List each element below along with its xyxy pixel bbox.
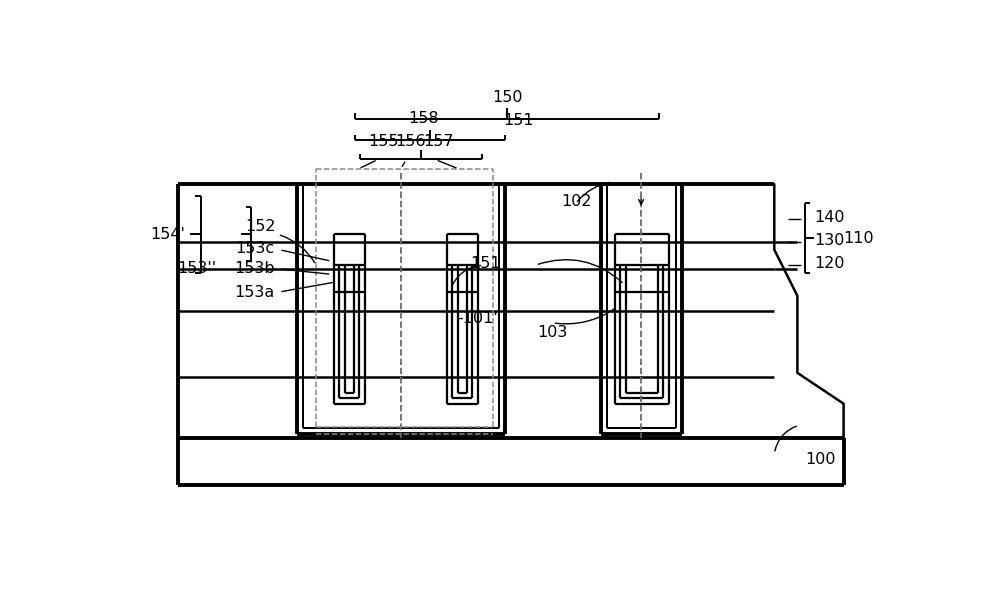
Text: 110: 110	[844, 231, 874, 246]
Text: 153c: 153c	[235, 240, 274, 256]
Text: 156: 156	[396, 134, 426, 149]
Text: 102: 102	[561, 194, 592, 210]
Text: 153b: 153b	[234, 262, 275, 276]
Text: 120: 120	[814, 256, 845, 271]
Text: -101': -101'	[457, 311, 498, 326]
Text: 158: 158	[409, 111, 439, 126]
Text: 152: 152	[245, 219, 275, 234]
Text: 153'': 153''	[177, 262, 216, 276]
Text: 154': 154'	[150, 227, 185, 242]
Text: 155: 155	[368, 134, 398, 149]
Text: 130: 130	[814, 233, 845, 248]
Text: 151: 151	[470, 256, 501, 271]
Text: 150: 150	[492, 90, 522, 105]
Text: 151: 151	[503, 113, 534, 128]
Text: 153a: 153a	[234, 285, 275, 300]
Text: 100: 100	[805, 452, 836, 466]
Text: 103: 103	[537, 326, 568, 340]
Text: 140: 140	[814, 210, 845, 225]
Text: 157: 157	[423, 134, 454, 149]
